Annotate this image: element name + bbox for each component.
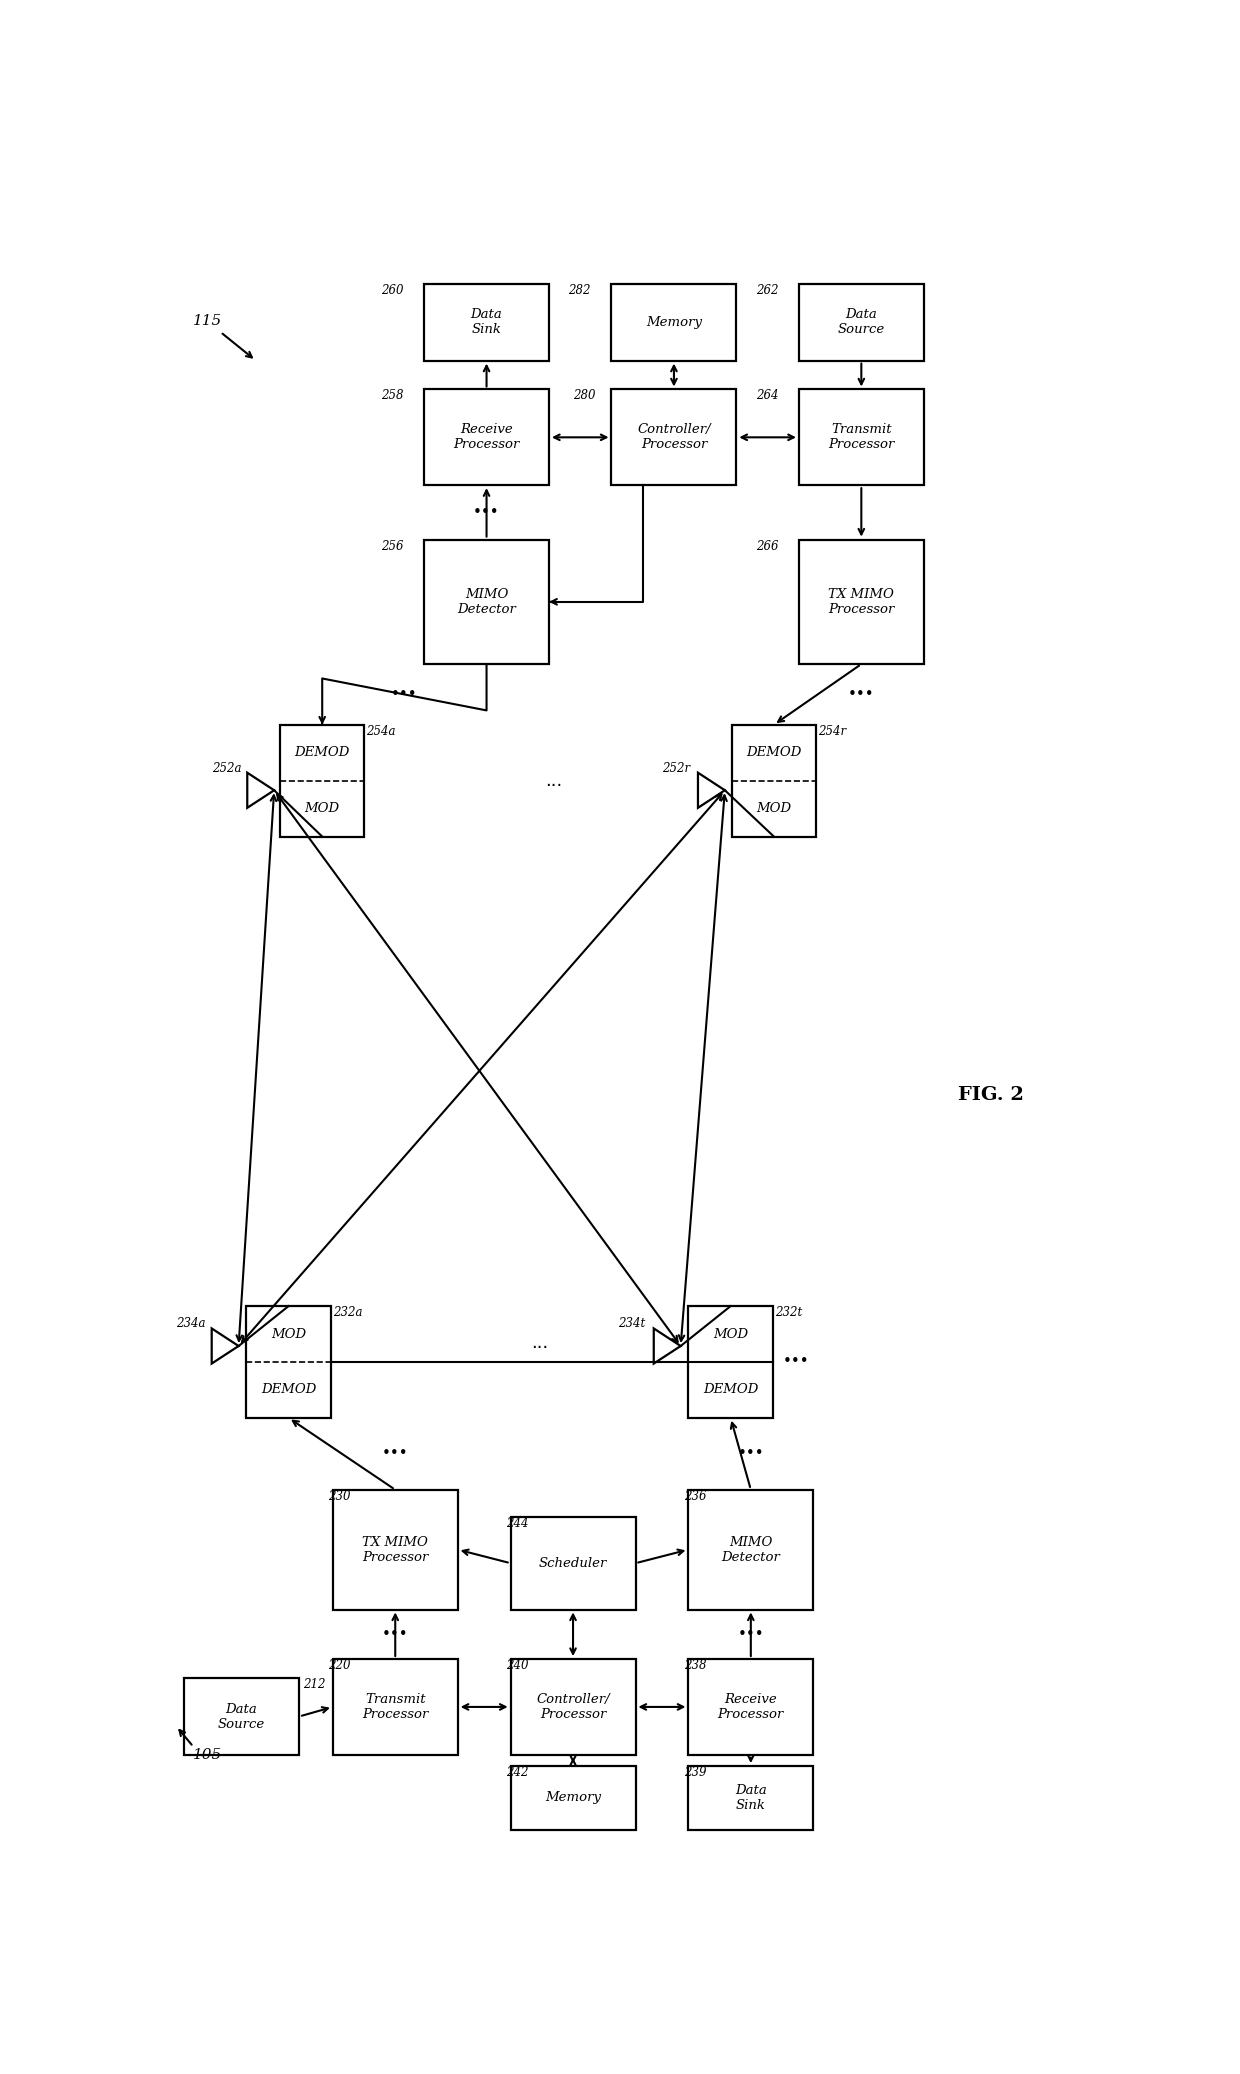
Bar bbox=[424, 390, 549, 485]
Bar bbox=[732, 724, 816, 836]
Text: Data
Source: Data Source bbox=[218, 1703, 265, 1730]
Text: DEMOD: DEMOD bbox=[295, 747, 350, 759]
Text: Controller/
Processor: Controller/ Processor bbox=[536, 1692, 610, 1721]
Text: Memory: Memory bbox=[546, 1792, 601, 1804]
Polygon shape bbox=[247, 774, 274, 807]
Text: 258: 258 bbox=[381, 390, 403, 402]
Text: 262: 262 bbox=[755, 284, 779, 297]
Text: Transmit
Processor: Transmit Processor bbox=[828, 423, 894, 452]
Bar bbox=[799, 390, 924, 485]
Polygon shape bbox=[698, 774, 725, 807]
Polygon shape bbox=[653, 1329, 681, 1363]
Text: MOD: MOD bbox=[756, 803, 791, 815]
Text: 240: 240 bbox=[506, 1659, 528, 1672]
Text: 115: 115 bbox=[193, 313, 222, 328]
Text: Scheduler: Scheduler bbox=[539, 1558, 608, 1570]
Text: 105: 105 bbox=[193, 1748, 222, 1761]
Bar bbox=[799, 539, 924, 664]
Text: 282: 282 bbox=[568, 284, 590, 297]
Text: 236: 236 bbox=[683, 1489, 706, 1504]
Text: Transmit
Processor: Transmit Processor bbox=[362, 1692, 429, 1721]
Bar bbox=[688, 1767, 813, 1829]
Text: 244: 244 bbox=[506, 1516, 528, 1531]
Text: Controller/
Processor: Controller/ Processor bbox=[637, 423, 711, 452]
Text: Data
Sink: Data Sink bbox=[471, 309, 502, 336]
Bar bbox=[424, 539, 549, 664]
Bar bbox=[511, 1516, 635, 1609]
Text: DEMOD: DEMOD bbox=[746, 747, 801, 759]
Text: •••: ••• bbox=[848, 686, 874, 701]
Text: 232a: 232a bbox=[332, 1307, 362, 1319]
Text: 252a: 252a bbox=[212, 761, 242, 774]
Bar bbox=[184, 1678, 299, 1755]
Text: TX MIMO
Processor: TX MIMO Processor bbox=[828, 587, 894, 616]
Text: DEMOD: DEMOD bbox=[703, 1383, 759, 1396]
Bar bbox=[424, 284, 549, 361]
Text: 234t: 234t bbox=[619, 1317, 646, 1329]
Text: •••: ••• bbox=[738, 1446, 764, 1462]
Text: Receive
Processor: Receive Processor bbox=[718, 1692, 784, 1721]
Text: Receive
Processor: Receive Processor bbox=[454, 423, 520, 452]
Text: FIG. 2: FIG. 2 bbox=[959, 1087, 1024, 1103]
Text: 254a: 254a bbox=[367, 724, 396, 738]
Text: 280: 280 bbox=[573, 390, 595, 402]
Bar bbox=[799, 284, 924, 361]
Bar bbox=[688, 1307, 773, 1419]
Text: •••: ••• bbox=[738, 1626, 764, 1643]
Text: MIMO
Detector: MIMO Detector bbox=[458, 587, 516, 616]
Text: ...: ... bbox=[546, 772, 563, 790]
Text: TX MIMO
Processor: TX MIMO Processor bbox=[362, 1535, 429, 1564]
Text: 230: 230 bbox=[327, 1489, 351, 1504]
Bar bbox=[247, 1307, 331, 1419]
Bar bbox=[280, 724, 365, 836]
Text: 212: 212 bbox=[303, 1678, 325, 1690]
Text: •••: ••• bbox=[382, 1446, 408, 1462]
Text: Memory: Memory bbox=[646, 315, 702, 330]
Bar bbox=[688, 1659, 813, 1755]
Bar bbox=[511, 1767, 635, 1829]
Text: Data
Source: Data Source bbox=[838, 309, 885, 336]
Text: MOD: MOD bbox=[713, 1327, 748, 1340]
Bar bbox=[688, 1489, 813, 1609]
Text: MIMO
Detector: MIMO Detector bbox=[722, 1535, 780, 1564]
Text: 264: 264 bbox=[755, 390, 779, 402]
Text: DEMOD: DEMOD bbox=[260, 1383, 316, 1396]
Bar bbox=[511, 1659, 635, 1755]
Text: •••: ••• bbox=[474, 504, 500, 521]
Text: MOD: MOD bbox=[272, 1327, 306, 1340]
Text: ...: ... bbox=[531, 1334, 548, 1352]
Bar bbox=[611, 284, 737, 361]
Text: 220: 220 bbox=[327, 1659, 351, 1672]
Text: 260: 260 bbox=[381, 284, 403, 297]
Text: 256: 256 bbox=[381, 539, 403, 552]
Bar bbox=[611, 390, 737, 485]
Text: 239: 239 bbox=[683, 1767, 706, 1779]
Text: 232t: 232t bbox=[775, 1307, 802, 1319]
Text: 254r: 254r bbox=[818, 724, 846, 738]
Bar bbox=[332, 1659, 458, 1755]
Text: •••: ••• bbox=[782, 1354, 810, 1369]
Text: 266: 266 bbox=[755, 539, 779, 552]
Text: Data
Sink: Data Sink bbox=[735, 1784, 766, 1813]
Text: 234a: 234a bbox=[176, 1317, 206, 1329]
Text: •••: ••• bbox=[382, 1626, 408, 1643]
Polygon shape bbox=[212, 1329, 238, 1363]
Text: 242: 242 bbox=[506, 1767, 528, 1779]
Text: MOD: MOD bbox=[305, 803, 340, 815]
Text: 238: 238 bbox=[683, 1659, 706, 1672]
Bar bbox=[332, 1489, 458, 1609]
Text: 252r: 252r bbox=[662, 761, 691, 774]
Text: •••: ••• bbox=[391, 686, 418, 701]
